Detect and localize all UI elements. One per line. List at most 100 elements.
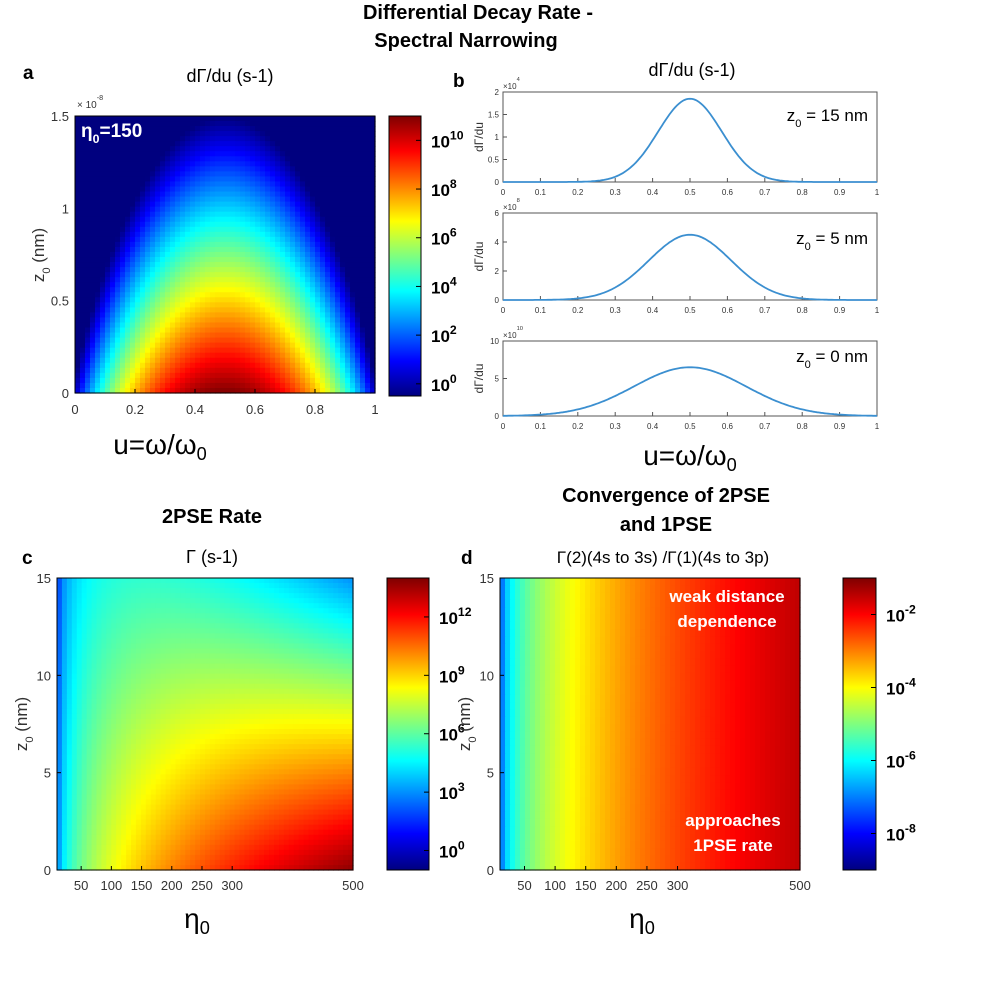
heatmap-cell [120,166,126,172]
heatmap-cell [145,613,152,619]
heatmap-cell [315,337,321,344]
heatmap-cell [355,262,361,268]
heatmap-cell [95,176,101,183]
heatmap-cell [185,236,191,243]
heatmap-cell [325,277,331,283]
heatmap-cell [360,161,366,167]
heatmap-cell [224,588,231,594]
heatmap-cell [100,121,106,127]
heatmap-cell [110,216,116,223]
heatmap-cell [290,372,296,379]
heatmap-cell [210,272,216,278]
heatmap-cell [185,593,191,599]
heatmap-cell [298,623,305,629]
heatmap-cell [150,191,156,198]
heatmap-cell [205,603,211,609]
heatmap-cell [275,272,281,278]
heatmap-cell [298,648,305,655]
heatmap-cell [250,246,256,253]
heatmap-cell [90,196,96,203]
heatmap-cell [350,337,356,344]
heatmap-cell [288,698,295,705]
heatmap-cell [215,236,221,243]
heatmap-cell [175,648,181,655]
heatmap-cell [285,322,291,329]
heatmap-cell [125,292,131,298]
heatmap-cell [155,367,161,374]
heatmap-cell [71,658,78,665]
heatmap-cell [230,362,236,369]
heatmap-cell [66,583,73,589]
heatmap-cell [240,186,246,193]
heatmap-cell [310,236,316,243]
heatmap-cell [310,246,316,253]
heatmap-cell [155,663,162,670]
heatmap-cell [255,307,261,314]
heatmap-cell [225,352,231,359]
heatmap-cell [325,216,331,223]
heatmap-cell [90,292,96,298]
heatmap-cell [145,126,151,132]
heatmap-cell [260,322,266,329]
heatmap-cell [325,337,331,344]
heatmap-cell [348,598,354,604]
heatmap-cell [76,578,83,584]
heatmap-cell [209,663,216,670]
heatmap-cell [110,347,116,354]
y-axis-label: z0 (nm) [29,228,53,282]
heatmap-cell [90,146,96,152]
heatmap-cell [90,151,96,157]
y-tick-label: 0.5 [51,294,69,309]
heatmap-cell [115,121,121,127]
y-axis-label: dΓ/du [472,364,486,394]
heatmap-cell [106,628,112,634]
heatmap-cell [180,287,186,293]
heatmap-cell [330,387,336,394]
heatmap-cell [255,347,261,354]
heatmap-cell [320,382,326,389]
heatmap-cell [145,181,151,188]
heatmap-cell [225,332,231,339]
heatmap-cell [195,241,201,248]
heatmap-cell [165,226,171,233]
heatmap-cell [200,663,206,670]
heatmap-cell [140,141,146,147]
heatmap-cell [280,307,286,314]
heatmap-cell [250,307,256,314]
heatmap-cell [185,206,191,213]
heatmap-cell [265,251,271,258]
heatmap-cell [205,317,211,324]
heatmap-cell [330,372,336,379]
heatmap-cell [185,226,191,233]
heatmap-cell [180,251,186,258]
heatmap-cell [245,352,251,359]
heatmap-cell [175,372,181,379]
heatmap-cell [325,201,331,208]
heatmap-cell [285,287,291,293]
heatmap-cell [338,663,344,670]
heatmap-cell [91,613,98,619]
heatmap-cell [283,583,290,589]
heatmap-cell [234,623,241,629]
heatmap-cell [315,231,321,238]
heatmap-cell [290,251,296,258]
heatmap-cell [275,287,281,293]
heatmap-cell [150,337,156,344]
heatmap-cell [209,618,216,624]
heatmap-cell [230,312,236,319]
heatmap-cell [75,201,81,208]
heatmap-cell [249,653,255,660]
heatmap-cell [350,382,356,389]
heatmap-cell [165,683,172,690]
heatmap-cell [215,151,221,157]
heatmap-cell [105,282,111,288]
heatmap-cell [80,241,86,248]
heatmap-cell [325,196,331,203]
heatmap-cell [195,272,201,278]
heatmap-cell [275,342,281,349]
heatmap-cell [340,337,346,344]
heatmap-cell [255,176,261,183]
heatmap-cell [280,226,286,233]
heatmap-cell [255,141,261,147]
heatmap-cell [150,277,156,283]
